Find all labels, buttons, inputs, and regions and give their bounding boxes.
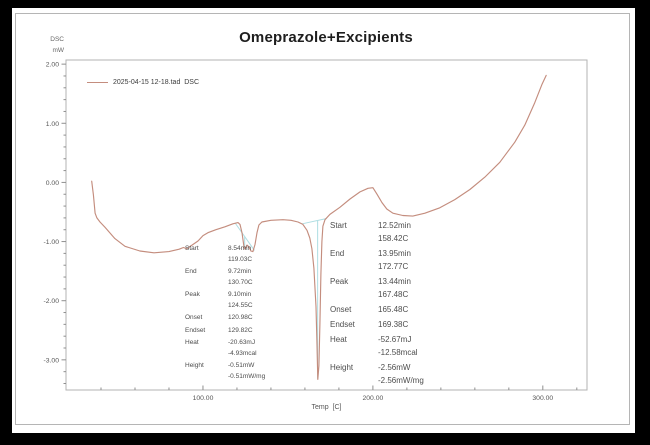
peak1-heat-mcal: -4.93mcal — [228, 349, 257, 357]
peak2-peak-temp: 167.48C — [378, 290, 409, 299]
y-axis-unit-line2: mW — [52, 47, 64, 54]
svg-text:-2.00: -2.00 — [44, 298, 60, 305]
peak1-start-temp: 119.03C — [228, 255, 253, 263]
peak2-onset-temp: 165.48C — [378, 305, 409, 314]
peak1-height-label: Height — [185, 362, 204, 369]
peak1-row-heat: Heat -20.63mJ -4.93mcal — [185, 338, 265, 359]
y-axis-unit-label: DSC mW — [36, 34, 64, 56]
peak2-endset-label: Endset — [330, 320, 355, 329]
peak2-endset-temp: 169.38C — [378, 320, 409, 329]
peak2-heat-mj: -52.67mJ — [378, 335, 412, 344]
peak1-end-time: 9.72min — [228, 268, 252, 275]
peak1-peak-time: 9.10min — [228, 291, 252, 298]
peak2-end-temp: 172.77C — [378, 262, 409, 271]
peak2-row-end: End 13.95min 172.77C — [330, 247, 424, 273]
peak1-start-time: 8.54min — [228, 245, 252, 252]
svg-text:-3.00: -3.00 — [44, 357, 60, 364]
svg-text:1.00: 1.00 — [46, 121, 59, 128]
peak1-onset-label: Onset — [185, 314, 203, 321]
chart-panel — [12, 8, 635, 433]
svg-text:100.00: 100.00 — [193, 395, 214, 402]
peak1-endset-label: Endset — [185, 326, 206, 334]
peak1-peak-label: Peak — [185, 291, 200, 298]
legend: 2025-04-15 12-18.tad DSC — [87, 79, 199, 86]
peak1-end-temp: 130.70C — [228, 278, 253, 286]
peak1-heat-mj: -20.63mJ — [228, 339, 256, 346]
peak2-height-mwmg: -2.56mW/mg — [378, 376, 424, 385]
peak2-row-height: Height -2.56mW -2.56mW/mg — [330, 361, 424, 387]
peak2-start-temp: 158.42C — [378, 234, 409, 243]
peak1-row-end: End 9.72min 130.70C — [185, 267, 265, 288]
peak1-height-mw: -0.51mW — [228, 362, 255, 369]
peak1-endset-temp: 129.82C — [228, 326, 253, 334]
legend-label: 2025-04-15 12-18.tad DSC — [113, 79, 199, 86]
peak1-results: Start 8.54min 119.03C End 9.72min 130.70… — [185, 244, 265, 384]
peak1-row-height: Height -0.51mW -0.51mW/mg — [185, 361, 265, 382]
svg-text:200.00: 200.00 — [362, 395, 383, 402]
peak2-end-time: 13.95min — [378, 249, 411, 258]
peak1-heat-label: Heat — [185, 339, 199, 346]
peak1-height-mwmg: -0.51mW/mg — [228, 372, 266, 380]
peak2-row-onset: Onset 165.48C — [330, 303, 424, 316]
svg-text:300.00: 300.00 — [532, 395, 553, 402]
peak1-peak-temp: 124.55C — [228, 301, 253, 309]
panel-border — [15, 13, 630, 425]
peak2-start-label: Start — [330, 221, 347, 230]
peak2-peak-label: Peak — [330, 277, 349, 286]
svg-text:-1.00: -1.00 — [44, 239, 60, 246]
svg-text:0.00: 0.00 — [46, 180, 59, 187]
svg-text:2.00: 2.00 — [46, 62, 59, 69]
peak2-end-label: End — [330, 249, 345, 258]
peak1-row-peak: Peak 9.10min 124.55C — [185, 290, 265, 311]
peak2-heat-label: Heat — [330, 335, 347, 344]
peak2-height-label: Height — [330, 363, 354, 372]
peak1-start-label: Start — [185, 245, 199, 252]
peak2-results: Start 12.52min 158.42C End 13.95min 172.… — [330, 219, 424, 389]
peak1-row-endset: Endset 129.82C — [185, 326, 265, 337]
peak2-row-start: Start 12.52min 158.42C — [330, 219, 424, 245]
legend-line-swatch — [87, 82, 108, 83]
peak2-row-peak: Peak 13.44min 167.48C — [330, 275, 424, 301]
x-axis-title: Temp [C] — [311, 404, 342, 411]
peak2-heat-mcal: -12.58mcal — [378, 348, 418, 357]
y-axis-unit-line1: DSC — [50, 36, 64, 43]
peak2-start-time: 12.52min — [378, 221, 411, 230]
peak1-onset-temp: 120.98C — [228, 314, 253, 321]
peak1-row-onset: Onset 120.98C — [185, 313, 265, 324]
chart-title: Omeprazole+Excipients — [239, 29, 413, 46]
peak2-onset-label: Onset — [330, 305, 352, 314]
peak1-end-label: End — [185, 268, 197, 275]
peak1-row-start: Start 8.54min 119.03C — [185, 244, 265, 265]
peak2-row-endset: Endset 169.38C — [330, 318, 424, 331]
peak2-peak-time: 13.44min — [378, 277, 411, 286]
peak2-row-heat: Heat -52.67mJ -12.58mcal — [330, 333, 424, 359]
peak2-height-mw: -2.56mW — [378, 363, 411, 372]
